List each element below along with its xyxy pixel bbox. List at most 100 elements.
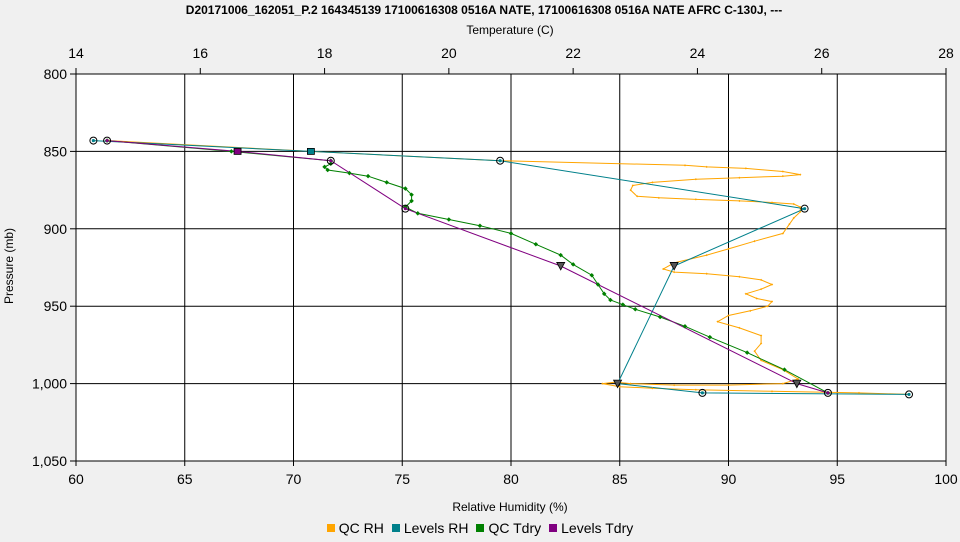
level-marker-circle [496,156,505,165]
qc-point [705,253,708,257]
qc-point [781,175,785,178]
level-marker-circle [698,388,707,397]
legend-label: QC Tdry [488,520,542,536]
x2-tick-label: 20 [441,45,457,61]
qc-point [744,167,748,170]
series-line-qc-tdry [107,140,829,394]
qc-point [657,314,663,320]
top-axis-label: Temperature (C) [466,23,553,37]
qc-point [651,181,654,184]
qc-point [744,350,750,355]
x2-tick-label: 18 [317,45,333,61]
x-tick-label: 75 [394,471,410,487]
qc-point [589,272,595,278]
qc-point [799,173,802,176]
y-tick-label: 1,050 [32,453,67,469]
level-marker-circle [326,156,335,165]
legend-item: Levels Tdry [549,520,633,536]
qc-point [738,275,741,278]
level-marker-circle [89,136,98,145]
qc-point [694,178,698,181]
level-marker-circle [800,204,809,213]
series-markers [89,136,914,399]
qc-point [738,199,741,203]
y-tick-label: 900 [44,221,68,237]
qc-point [347,170,352,176]
bottom-axis-label: Relative Humidity (%) [452,500,567,514]
x2-tick-label: 22 [565,45,581,61]
qc-point [857,391,861,395]
qc-point [694,388,698,391]
y-tick-label: 950 [44,298,68,314]
level-marker-dot [91,138,95,143]
level-marker-circle [401,204,410,213]
legend-label: Levels RH [403,520,469,536]
level-marker-triangle [612,379,623,389]
qc-point [792,202,795,206]
qc-point [707,334,713,340]
level-marker-dot [498,159,502,163]
legend-swatch [326,524,335,533]
x-tick-label: 90 [721,471,737,487]
legend-label: Levels Tdry [561,520,634,536]
qc-point [620,302,626,307]
level-marker-square [306,147,315,155]
qc-point [770,201,774,204]
x-tick-label: 100 [934,471,958,487]
level-marker-dot [700,391,705,395]
legend-item: Levels RH [391,520,469,536]
x2-tick-label: 26 [814,45,830,61]
grid-lines [76,74,946,461]
qc-point [595,282,601,287]
level-marker-dot [803,207,807,211]
chart-title: D20171006_162051_P.2 164345139 171006163… [186,3,782,17]
qc-point [631,184,634,187]
sounding-chart: D20171006_162051_P.2 164345139 171006163… [2,3,958,514]
series-line-qc-rh [108,140,910,395]
qc-point [759,342,763,345]
y-axis-label: Pressure (mb) [2,228,16,304]
axis-ticks [70,68,947,466]
qc-point [683,164,687,167]
qc-point [601,291,607,297]
qc-point [759,278,763,282]
x-tick-label: 60 [68,471,84,487]
level-marker-dot [329,159,333,163]
level-marker-circle [823,388,832,397]
qc-point [477,223,483,228]
legend-item: QC RH [326,520,384,536]
qc-point [792,216,795,220]
legend-swatch [476,524,485,533]
qc-point [570,262,576,267]
qc-point [446,217,452,222]
qc-point [749,309,752,312]
qc-point [781,232,785,235]
qc-point [705,165,708,169]
qc-point [633,307,638,312]
qc-point [759,334,763,337]
level-marker-dot [826,391,830,395]
x-tick-label: 85 [612,471,628,487]
x2-tick-label: 14 [68,45,84,61]
x-tick-label: 95 [829,471,845,487]
y-tick-label: 800 [44,66,68,82]
tick-labels: 60 65 70 75 80 85 90 95 100 14 16 18 20 22 24 26 28 800 85… [32,45,958,487]
x-tick-label: 80 [503,471,519,487]
x-tick-label: 70 [286,471,302,487]
qc-point [682,324,688,329]
y-tick-label: 850 [44,143,68,159]
x2-tick-label: 24 [690,45,706,61]
level-marker-triangle [556,262,566,271]
qc-point [727,247,730,251]
level-marker-dot [403,207,407,211]
qc-point [753,240,756,243]
qc-point [770,300,774,303]
qc-point [629,188,632,192]
qc-point [770,390,774,393]
x2-tick-label: 28 [938,45,954,61]
legend: QC RH Levels RH QC Tdry Levels Tdry [0,520,960,536]
qc-point [781,170,785,173]
level-marker-dot [105,138,109,143]
qc-point [716,320,719,323]
level-marker-circle [103,136,112,145]
